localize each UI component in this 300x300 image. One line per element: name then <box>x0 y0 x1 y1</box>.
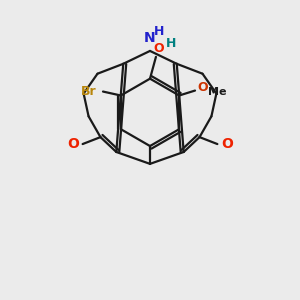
Text: Br: Br <box>81 85 97 98</box>
Text: Me: Me <box>208 86 226 97</box>
Text: O: O <box>154 42 164 56</box>
Text: O: O <box>198 81 208 94</box>
Text: N: N <box>144 31 156 45</box>
Text: H: H <box>166 38 176 50</box>
Text: H: H <box>154 25 164 38</box>
Text: O: O <box>221 137 233 151</box>
Text: O: O <box>67 137 79 151</box>
